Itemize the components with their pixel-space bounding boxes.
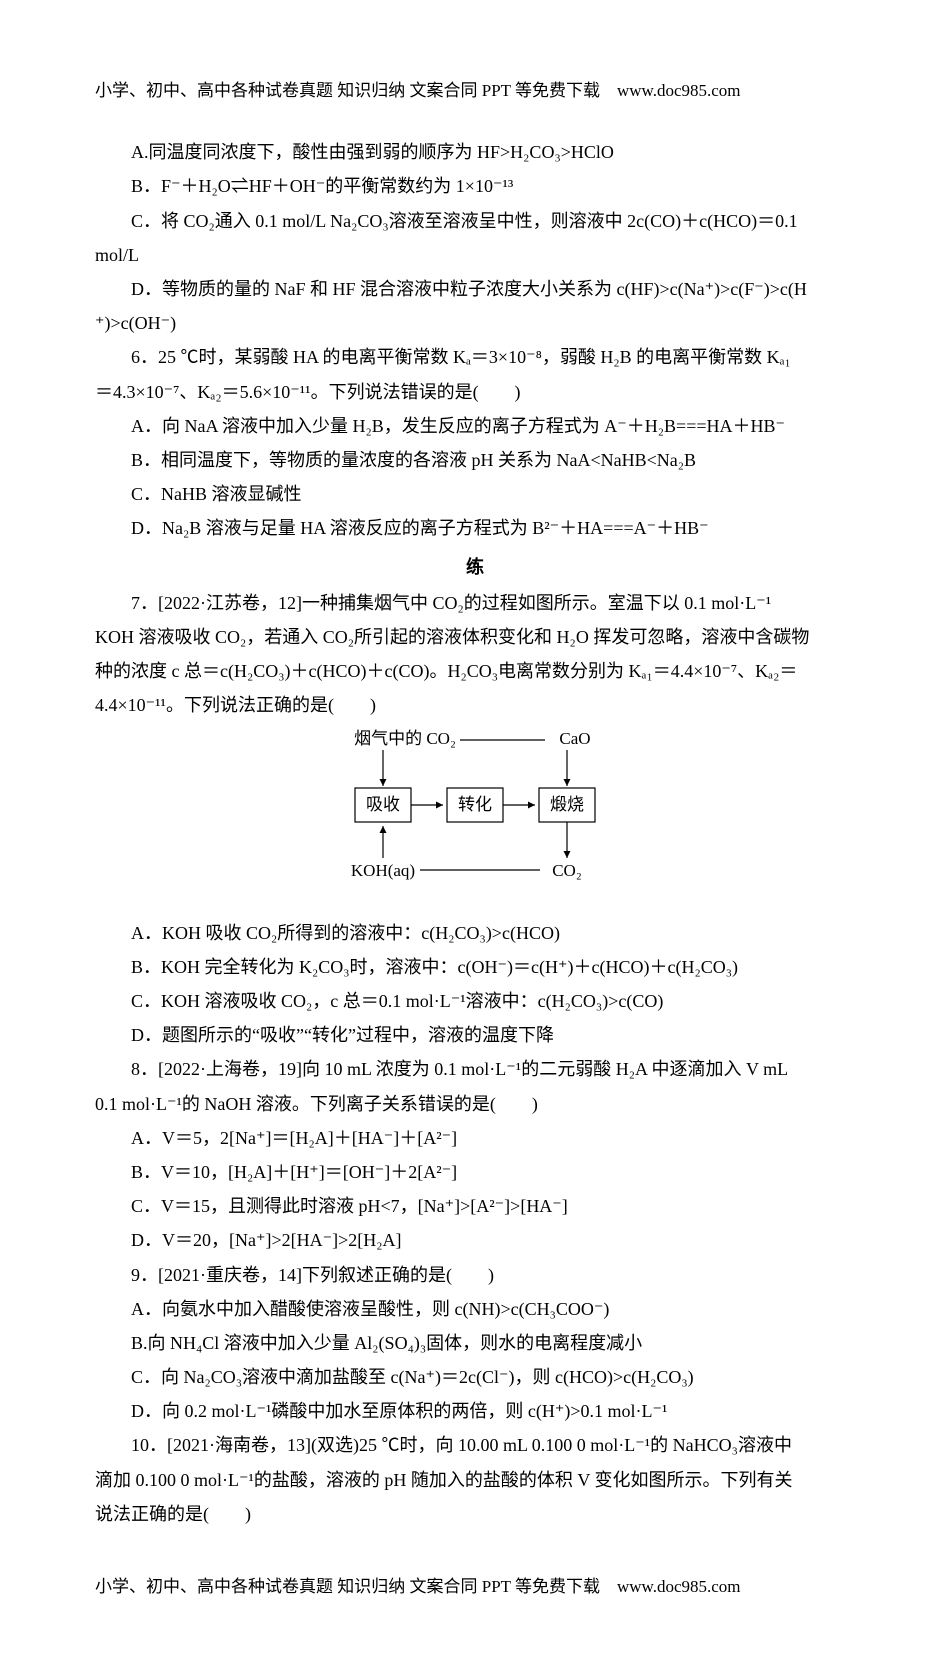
q8-option-d: D．V＝20，[Na⁺]>2[HA⁻]>2[H₂A]	[95, 1223, 855, 1257]
q7-option-b: B．KOH 完全转化为 K₂CO₃时，溶液中：c(OH⁻)＝c(H⁺)＋c(HC…	[95, 950, 855, 984]
option-d: D．等物质的量的 NaF 和 HF 混合溶液中粒子浓度大小关系为 c(HF)>c…	[95, 272, 855, 306]
process-diagram: 烟气中的 CO₂ CaO 吸收 转化 煅烧 KOH(aq) CO₂	[95, 728, 855, 909]
svg-text:吸收: 吸收	[366, 795, 400, 814]
svg-text:CO₂: CO₂	[552, 861, 582, 880]
option-d-cont: ⁺)>c(OH⁻)	[95, 306, 855, 340]
q6-line1: 6．25 ℃时，某弱酸 HA 的电离平衡常数 Kₐ＝3×10⁻⁸，弱酸 H₂B …	[95, 340, 855, 374]
svg-text:烟气中的 CO₂: 烟气中的 CO₂	[354, 729, 456, 748]
q7-line3: 种的浓度 c 总＝c(H₂CO₃)＋c(HCO)＋c(CO)。H₂CO₃电离常数…	[95, 654, 855, 688]
svg-text:转化: 转化	[458, 795, 492, 814]
q9-option-a: A．向氨水中加入醋酸使溶液呈酸性，则 c(NH)>c(CH₃COO⁻)	[95, 1292, 855, 1326]
q8-option-a: A．V＝5，2[Na⁺]＝[H₂A]＋[HA⁻]＋[A²⁻]	[95, 1121, 855, 1155]
q6-option-d: D．Na₂B 溶液与足量 HA 溶液反应的离子方程式为 B²⁻＋HA===A⁻＋…	[95, 511, 855, 545]
q6-option-a: A．向 NaA 溶液中加入少量 H₂B，发生反应的离子方程式为 A⁻＋H₂B==…	[95, 409, 855, 443]
q6-option-b: B．相同温度下，等物质的量浓度的各溶液 pH 关系为 NaA<NaHB<Na₂B	[95, 443, 855, 477]
q7-option-d: D．题图所示的“吸收”“转化”过程中，溶液的温度下降	[95, 1018, 855, 1052]
q9-line1: 9．[2021·重庆卷，14]下列叙述正确的是( )	[95, 1258, 855, 1292]
q9-option-d: D．向 0.2 mol·L⁻¹磷酸中加水至原体积的两倍，则 c(H⁺)>0.1 …	[95, 1394, 855, 1428]
q7-option-c: C．KOH 溶液吸收 CO₂，c 总＝0.1 mol·L⁻¹溶液中：c(H₂CO…	[95, 984, 855, 1018]
option-b: B．F⁻＋H₂O⇌HF＋OH⁻的平衡常数约为 1×10⁻¹³	[95, 169, 855, 203]
q9-option-b: B.向 NH₄Cl 溶液中加入少量 Al₂(SO₄)₃固体，则水的电离程度减小	[95, 1326, 855, 1360]
q10-line1: 10．[2021·海南卷，13](双选)25 ℃时，向 10.00 mL 0.1…	[95, 1428, 855, 1462]
q6-option-c: C．NaHB 溶液显碱性	[95, 477, 855, 511]
svg-text:CaO: CaO	[559, 729, 590, 748]
q8-option-b: B．V＝10，[H₂A]＋[H⁺]＝[OH⁻]＋2[A²⁻]	[95, 1155, 855, 1189]
q10-line2: 滴加 0.100 0 mol·L⁻¹的盐酸，溶液的 pH 随加入的盐酸的体积 V…	[95, 1463, 855, 1497]
q9-option-c: C．向 Na₂CO₃溶液中滴加盐酸至 c(Na⁺)＝2c(Cl⁻)，则 c(HC…	[95, 1360, 855, 1394]
q7-line1: 7．[2022·江苏卷，12]一种捕集烟气中 CO₂的过程如图所示。室温下以 0…	[95, 586, 855, 620]
svg-text:煅烧: 煅烧	[550, 795, 584, 814]
option-c: C．将 CO₂通入 0.1 mol/L Na₂CO₃溶液至溶液呈中性，则溶液中 …	[95, 204, 855, 238]
option-a: A.同温度同浓度下，酸性由强到弱的顺序为 HF>H₂CO₃>HClO	[95, 135, 855, 169]
q7-option-a: A．KOH 吸收 CO₂所得到的溶液中：c(H₂CO₃)>c(HCO)	[95, 916, 855, 950]
q8-option-c: C．V＝15，且测得此时溶液 pH<7，[Na⁺]>[A²⁻]>[HA⁻]	[95, 1189, 855, 1223]
q6-line2: ＝4.3×10⁻⁷、Kₐ₂＝5.6×10⁻¹¹。下列说法错误的是( )	[95, 375, 855, 409]
q7-line4: 4.4×10⁻¹¹。下列说法正确的是( )	[95, 688, 855, 722]
page-footer: 小学、初中、高中各种试卷真题 知识归纳 文案合同 PPT 等免费下载 www.d…	[95, 1571, 855, 1603]
q10-line3: 说法正确的是( )	[95, 1497, 855, 1531]
svg-text:KOH(aq): KOH(aq)	[351, 861, 415, 880]
q8-line2: 0.1 mol·L⁻¹的 NaOH 溶液。下列离子关系错误的是( )	[95, 1087, 855, 1121]
page-header: 小学、初中、高中各种试卷真题 知识归纳 文案合同 PPT 等免费下载 www.d…	[95, 75, 855, 107]
option-c-cont: mol/L	[95, 238, 855, 272]
q7-line2: KOH 溶液吸收 CO₂，若通入 CO₂所引起的溶液体积变化和 H₂O 挥发可忽…	[95, 620, 855, 654]
section-label: 练	[95, 550, 855, 584]
q8-line1: 8．[2022·上海卷，19]向 10 mL 浓度为 0.1 mol·L⁻¹的二…	[95, 1052, 855, 1086]
